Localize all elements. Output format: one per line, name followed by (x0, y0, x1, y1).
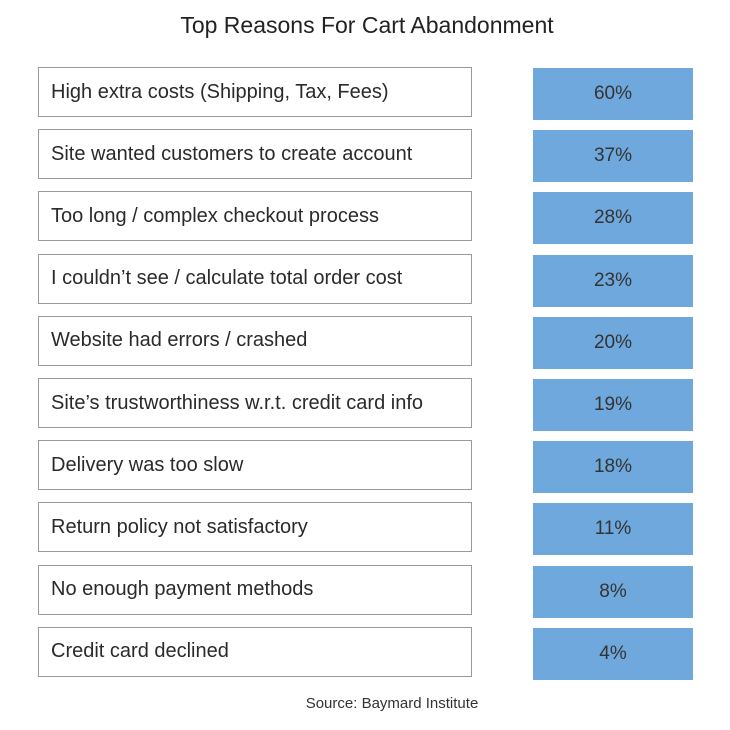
reason-box: Delivery was too slow (38, 440, 472, 491)
source: Source: Baymard Institute (305, 695, 479, 712)
reason-box: Too long / complex checkout process (38, 191, 472, 242)
value-box: 4% (533, 627, 693, 680)
reason-box: No enough payment methods (38, 564, 472, 615)
reason-box: Credit card declined (38, 626, 472, 677)
reason-box: Website had errors / crashed (38, 315, 472, 366)
reason-box: Return policy not satisfactory (38, 502, 472, 553)
value-box: 20% (533, 316, 693, 369)
value-box: 37% (533, 130, 693, 183)
value-box: 28% (533, 192, 693, 245)
reason-box: High extra costs (Shipping, Tax, Fees) (38, 67, 472, 117)
reason-box: Site’s trustworthiness w.r.t. credit car… (38, 378, 472, 428)
reason-box: I couldn’t see / calculate total order c… (38, 253, 472, 304)
value-box: 11% (533, 503, 693, 556)
value-box: 18% (533, 441, 693, 494)
value-box: 19% (533, 379, 693, 431)
value-box: 60% (533, 68, 693, 120)
value-box: 8% (533, 565, 693, 618)
value-box: 23% (533, 254, 693, 307)
reason-box: Site wanted customers to create account (38, 129, 472, 180)
title: Top Reasons For Cart Abandonment (180, 12, 554, 38)
